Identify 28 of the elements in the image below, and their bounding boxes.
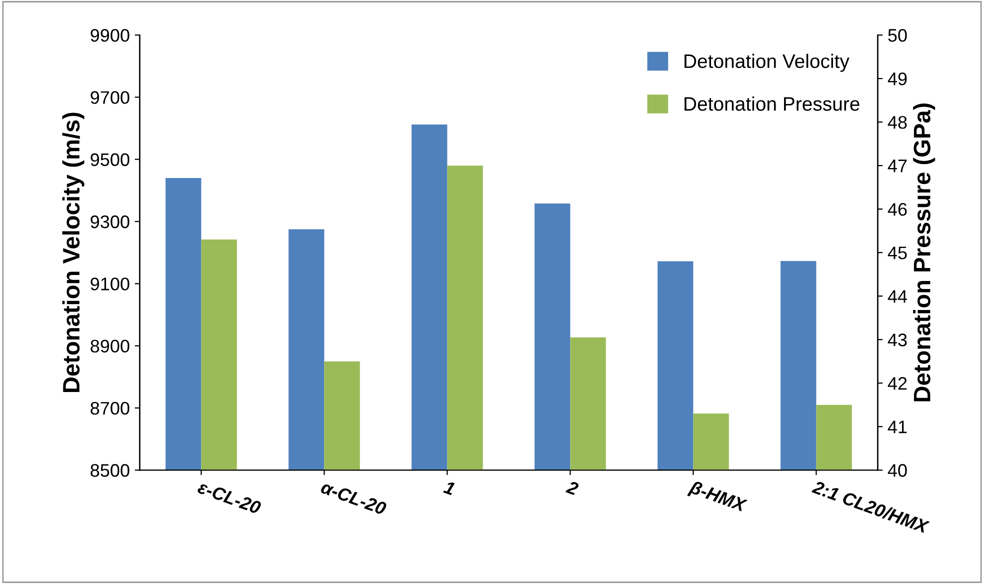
y2-tick-label: 49 xyxy=(888,72,907,86)
y2-tick-label: 43 xyxy=(888,334,907,346)
y2-tick-label: 40 xyxy=(888,464,907,477)
y2-tick-label: 44 xyxy=(888,290,908,303)
y2-tick-label: 41 xyxy=(888,420,907,434)
x-tick-label: 2 xyxy=(565,480,580,496)
y-tick-label: 9100 xyxy=(90,278,130,290)
x-tick-label: β-HMX xyxy=(687,480,748,516)
y2-tick-label: 42 xyxy=(888,377,907,390)
y-tick-label: 9700 xyxy=(90,91,130,104)
y-tick-label: 9900 xyxy=(90,28,130,42)
legend-label: Detonation Pressure xyxy=(684,96,860,111)
y2-tick-label: 45 xyxy=(888,246,907,260)
y2-tick-label: 50 xyxy=(888,28,907,42)
y-axis-title: Detonation Velocity (m/s) xyxy=(62,112,84,392)
x-tick-label: ε-CL-20 xyxy=(196,480,262,514)
legend-label: Detonation Velocity xyxy=(684,54,850,72)
y2-tick-label: 46 xyxy=(888,203,907,216)
y-tick-label: 8700 xyxy=(90,402,130,415)
y2-tick-label: 48 xyxy=(888,116,907,129)
y-tick-label: 8900 xyxy=(90,340,130,353)
y2-axis-title: Detonation Pressure (GPa) xyxy=(913,104,936,402)
y-tick-label: 8500 xyxy=(90,464,130,477)
y-tick-label: 9500 xyxy=(90,153,130,166)
x-tick-label: 1 xyxy=(443,480,456,496)
y2-tick-label: 47 xyxy=(888,160,907,172)
x-tick-label: α-CL-20 xyxy=(320,480,388,516)
y-tick-label: 9300 xyxy=(90,215,130,228)
